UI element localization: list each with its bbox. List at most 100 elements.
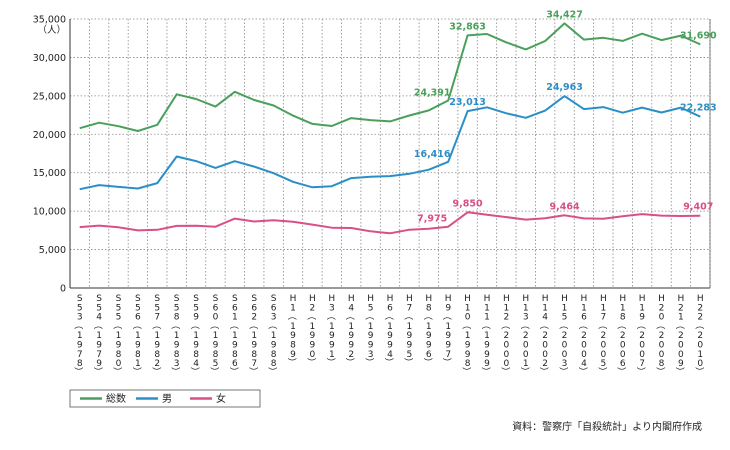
x-tick-char: （ bbox=[364, 311, 375, 320]
x-tick-char: 8 bbox=[620, 313, 626, 323]
x-tick-char: 6 bbox=[426, 350, 432, 360]
x-tick-char: 1 bbox=[678, 313, 684, 323]
x-tick-char: S bbox=[174, 294, 180, 304]
x-tick-char: 8 bbox=[232, 350, 238, 360]
x-tick-char: 1 bbox=[251, 331, 257, 341]
x-tick-char: 9 bbox=[348, 341, 354, 351]
x-tick-char: 1 bbox=[213, 331, 219, 341]
x-tick-char: ） bbox=[228, 367, 239, 376]
x-tick-char: 8 bbox=[271, 350, 277, 360]
x-tick-char: S bbox=[232, 294, 238, 304]
x-tick-char: 9 bbox=[77, 341, 83, 351]
x-tick-char: 8 bbox=[426, 303, 432, 313]
x-tick-char: H bbox=[387, 294, 394, 304]
x-tick-char: 0 bbox=[542, 350, 548, 360]
x-tick-char: 8 bbox=[290, 341, 296, 351]
x-tick-char: H bbox=[619, 294, 626, 304]
x-tick-char: H bbox=[658, 294, 665, 304]
x-tick-char: 8 bbox=[271, 359, 277, 369]
x-tick-char: ） bbox=[402, 358, 413, 367]
x-tick-char: 6 bbox=[620, 359, 626, 369]
x-tick-char: 8 bbox=[77, 359, 83, 369]
x-tick-char: 0 bbox=[639, 341, 645, 351]
data-label: 24,963 bbox=[546, 82, 583, 93]
x-tick-char: 0 bbox=[678, 350, 684, 360]
x-tick-char: （ bbox=[519, 320, 530, 329]
x-tick-char: 7 bbox=[407, 303, 413, 313]
x-tick-char: ） bbox=[305, 358, 316, 367]
x-tick-char: 9 bbox=[348, 331, 354, 341]
x-tick-char: 1 bbox=[562, 303, 568, 313]
x-tick-char: 7 bbox=[96, 350, 102, 360]
x-tick-char: （ bbox=[693, 320, 704, 329]
x-tick-char: 9 bbox=[465, 341, 471, 351]
x-tick-char: 3 bbox=[174, 359, 180, 369]
x-tick-char: 9 bbox=[329, 331, 335, 341]
x-tick-char: 0 bbox=[697, 359, 703, 369]
x-tick-char: 9 bbox=[368, 341, 374, 351]
x-tick-char: 0 bbox=[581, 341, 587, 351]
x-tick-char: 5 bbox=[562, 313, 568, 323]
x-tick-char: 9 bbox=[135, 341, 141, 351]
x-tick-char: ） bbox=[247, 367, 258, 376]
x-tick-char: 1 bbox=[310, 322, 316, 332]
x-tick-char: H bbox=[581, 294, 588, 304]
x-tick-char: （ bbox=[402, 311, 413, 320]
x-tick-char: ） bbox=[596, 367, 607, 376]
x-tick-char: 2 bbox=[154, 359, 160, 369]
x-tick-char: 2 bbox=[697, 313, 703, 323]
x-tick-char: ） bbox=[73, 367, 84, 376]
x-axis-ticks: S53（1978）S54（1979）S55（1980）S56（1981）S57（… bbox=[73, 294, 705, 376]
x-tick-char: 4 bbox=[542, 313, 548, 323]
x-tick-char: （ bbox=[305, 311, 316, 320]
data-label: 9,850 bbox=[453, 198, 483, 209]
x-tick-char: 8 bbox=[116, 350, 122, 360]
x-tick-char: H bbox=[425, 294, 432, 304]
x-tick-char: （ bbox=[674, 320, 685, 329]
x-tick-char: 0 bbox=[562, 350, 568, 360]
x-tick-char: 1 bbox=[523, 303, 529, 313]
x-tick-char: 8 bbox=[659, 359, 665, 369]
x-tick-char: H bbox=[484, 294, 491, 304]
x-tick-char: H bbox=[697, 294, 704, 304]
x-tick-char: 1 bbox=[271, 331, 277, 341]
x-tick-char: 3 bbox=[368, 350, 374, 360]
x-tick-char: 2 bbox=[542, 331, 548, 341]
series-line-総数 bbox=[79, 22, 701, 132]
x-tick-char: 9 bbox=[174, 341, 180, 351]
x-tick-char: ） bbox=[344, 358, 355, 367]
x-tick-char: （ bbox=[616, 320, 627, 329]
data-label: 24,391 bbox=[414, 88, 451, 99]
x-tick-char: ） bbox=[364, 358, 375, 367]
x-tick-char: 1 bbox=[697, 350, 703, 360]
x-tick-char: 5 bbox=[600, 359, 606, 369]
x-tick-char: 5 bbox=[174, 303, 180, 313]
x-tick-char: 0 bbox=[116, 359, 122, 369]
x-tick-char: 1 bbox=[484, 313, 490, 323]
x-tick-char: ） bbox=[558, 367, 569, 376]
data-label: 31,690 bbox=[680, 30, 717, 41]
y-tick-label: 20,000 bbox=[33, 130, 66, 141]
x-tick-char: 9 bbox=[193, 341, 199, 351]
x-tick-char: 9 bbox=[407, 341, 413, 351]
x-tick-char: 7 bbox=[251, 359, 257, 369]
x-tick-char: 1 bbox=[484, 331, 490, 341]
x-tick-char: 5 bbox=[96, 303, 102, 313]
x-tick-char: 1 bbox=[581, 303, 587, 313]
x-tick-char: 5 bbox=[116, 303, 122, 313]
x-tick-char: H bbox=[639, 294, 646, 304]
x-tick-char: 8 bbox=[465, 359, 471, 369]
x-tick-char: （ bbox=[558, 320, 569, 329]
x-tick-char: 1 bbox=[135, 359, 141, 369]
